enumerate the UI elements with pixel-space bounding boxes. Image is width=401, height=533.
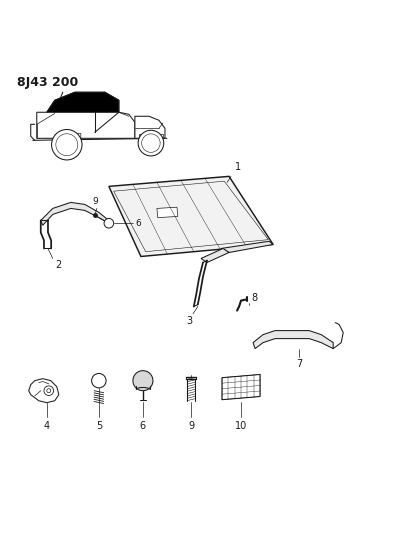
Polygon shape: [156, 207, 177, 217]
Polygon shape: [47, 92, 119, 112]
Text: 10: 10: [234, 421, 247, 431]
Polygon shape: [36, 92, 135, 138]
Text: 9: 9: [187, 421, 194, 431]
Text: 3: 3: [186, 316, 192, 326]
Text: 2: 2: [55, 260, 61, 270]
Circle shape: [44, 386, 53, 395]
Circle shape: [51, 130, 82, 160]
Polygon shape: [135, 116, 164, 138]
Text: 4: 4: [44, 421, 50, 431]
Circle shape: [133, 370, 152, 391]
Polygon shape: [41, 203, 111, 225]
Polygon shape: [28, 378, 59, 403]
Text: 1: 1: [235, 163, 241, 172]
Polygon shape: [200, 248, 229, 262]
Polygon shape: [109, 176, 272, 256]
Polygon shape: [221, 241, 272, 253]
Circle shape: [47, 389, 51, 393]
Text: 6: 6: [140, 421, 146, 431]
Text: 5: 5: [95, 421, 102, 431]
Text: 6: 6: [135, 219, 140, 228]
Circle shape: [141, 134, 160, 152]
Text: 8J43 200: 8J43 200: [17, 76, 78, 89]
Text: 8: 8: [251, 293, 257, 303]
Polygon shape: [253, 330, 332, 349]
Polygon shape: [221, 375, 259, 400]
Circle shape: [138, 130, 163, 156]
Text: 9: 9: [92, 197, 97, 206]
Circle shape: [91, 374, 106, 388]
Circle shape: [104, 219, 113, 228]
Text: 7: 7: [295, 359, 302, 369]
Circle shape: [56, 134, 77, 156]
